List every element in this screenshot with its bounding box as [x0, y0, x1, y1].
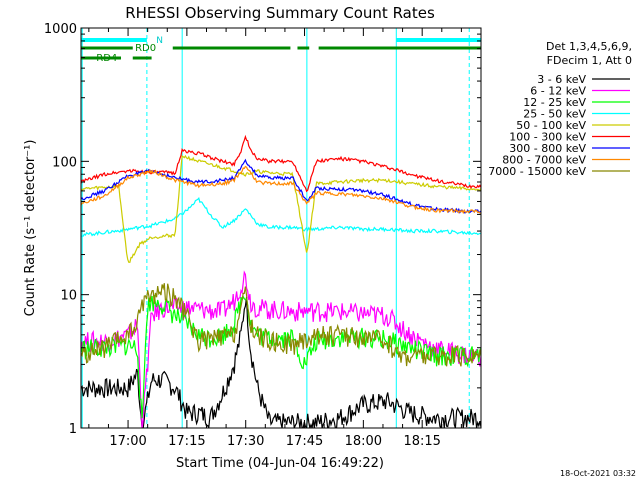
flag-label-rd4: RD4 [96, 53, 117, 64]
legend-label-5: 100 - 300 keV [509, 131, 586, 144]
legend-label-0: 3 - 6 keV [537, 73, 586, 86]
legend-label-6: 300 - 800 keV [509, 142, 586, 155]
legend-header-line-2: FDecim 1, Att 0 [547, 54, 632, 67]
y-tick-label-2: 100 [52, 155, 77, 170]
x-tick-label-0: 17:00 [109, 434, 146, 449]
legend-label-1: 6 - 12 keV [530, 85, 586, 98]
x-tick-label-2: 17:30 [227, 434, 264, 449]
legend-label-2: 12 - 25 keV [523, 96, 586, 109]
series-line-8 [81, 283, 481, 367]
series-line-1 [81, 270, 481, 428]
series-line-7 [81, 165, 481, 215]
x-tick-label-1: 17:15 [168, 434, 205, 449]
legend-label-7: 800 - 7000 keV [502, 154, 586, 167]
legend-label-4: 50 - 100 keV [516, 119, 586, 132]
x-tick-label-3: 17:45 [286, 434, 323, 449]
legend-label-3: 25 - 50 keV [523, 108, 586, 121]
y-axis-label: Count Rate (s⁻¹ detector⁻¹) [23, 140, 38, 317]
series-line-3 [81, 196, 481, 238]
y-tick-label-1: 10 [60, 289, 77, 304]
flag-label-n: N [156, 36, 163, 46]
legend: Det 1,3,4,5,6,9, FDecim 1, Att 0 3 - 6 k… [488, 40, 632, 178]
series-line-0 [81, 296, 481, 428]
y-tick-label-3: 1000 [44, 22, 77, 37]
series-line-4 [81, 154, 481, 263]
flag-label-rd0: RD0 [135, 43, 156, 54]
legend-label-8: 7000 - 15000 keV [488, 165, 586, 178]
y-tick-label-0: 1 [69, 422, 77, 437]
x-axis-label: Start Time (04-Jun-04 16:49:22) [176, 456, 384, 471]
chart-title: RHESSI Observing Summary Count Rates [125, 4, 435, 22]
legend-header-line-1: Det 1,3,4,5,6,9, [546, 40, 632, 53]
x-tick-label-4: 18:00 [345, 434, 382, 449]
axes: 1 10 100 1000 17:00 17:15 17:30 17:45 18:00 18:15 [44, 22, 482, 449]
x-tick-label-5: 18:15 [403, 434, 440, 449]
plot-frame [80, 27, 482, 429]
footer-timestamp: 18-Oct-2021 03:32 [560, 469, 636, 478]
